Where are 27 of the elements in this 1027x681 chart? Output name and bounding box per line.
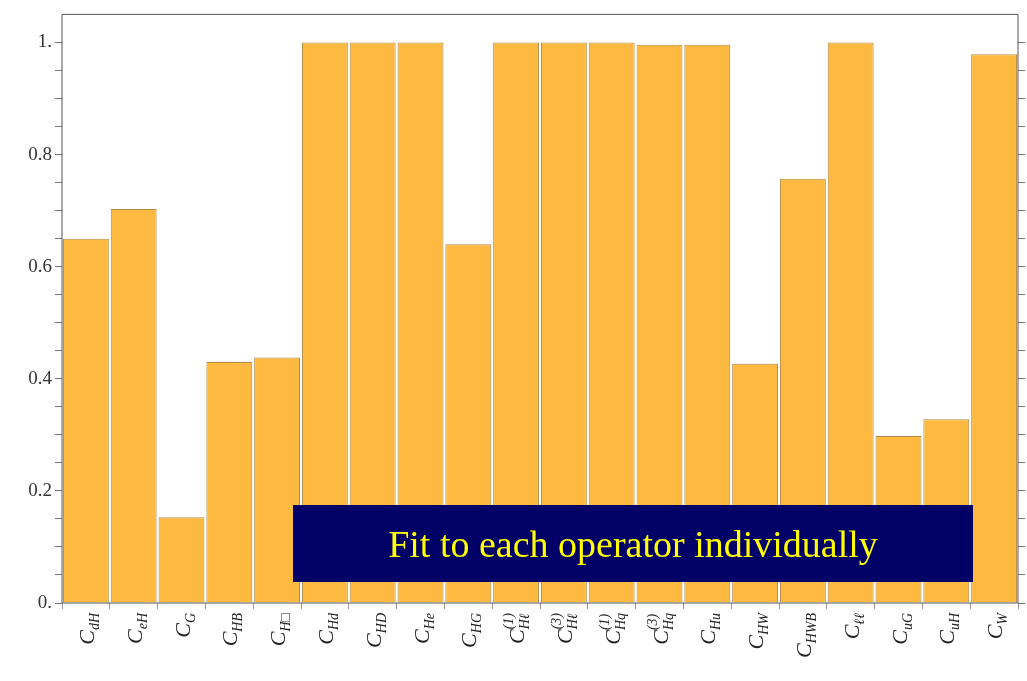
x-tick-label: CHG [456, 612, 485, 648]
x-tick-label: CHD [360, 612, 389, 648]
x-tick-label: CW [982, 611, 1011, 640]
x-tick-label: CuG [886, 612, 915, 645]
x-tick-label: C(3)Hℓ [548, 612, 580, 644]
y-tick-label: 0. [37, 590, 52, 612]
x-tick-label: CHd [312, 612, 341, 645]
x-tick-label: CH□ [265, 612, 294, 647]
x-tick-label: C(1)Hℓ [501, 612, 533, 644]
x-tick-label: CeH [121, 612, 150, 644]
x-tick-label: CdH [73, 612, 102, 645]
x-tick-label: C(3)Hq [644, 612, 676, 645]
y-tick-label: 0.8 [28, 142, 52, 164]
x-tick-label: C(1)Hq [596, 612, 628, 645]
y-tick-label: 1. [37, 30, 52, 52]
x-tick-label: CuH [934, 612, 963, 645]
x-tick-label: CHW [743, 611, 772, 650]
caption-box: Fit to each operator individually [293, 505, 973, 582]
x-tick-label: Cℓℓ [838, 612, 867, 640]
x-tick-label: CHu [695, 612, 724, 645]
x-tick-label: CHWB [790, 612, 819, 658]
x-tick-label: CHB [217, 612, 246, 647]
x-tick-label: CHe [408, 613, 437, 644]
y-tick-label: 0.2 [28, 478, 52, 500]
x-tick-label: CG [169, 612, 198, 638]
y-tick-label: 0.6 [28, 254, 52, 276]
y-tick-label: 0.4 [28, 366, 53, 388]
